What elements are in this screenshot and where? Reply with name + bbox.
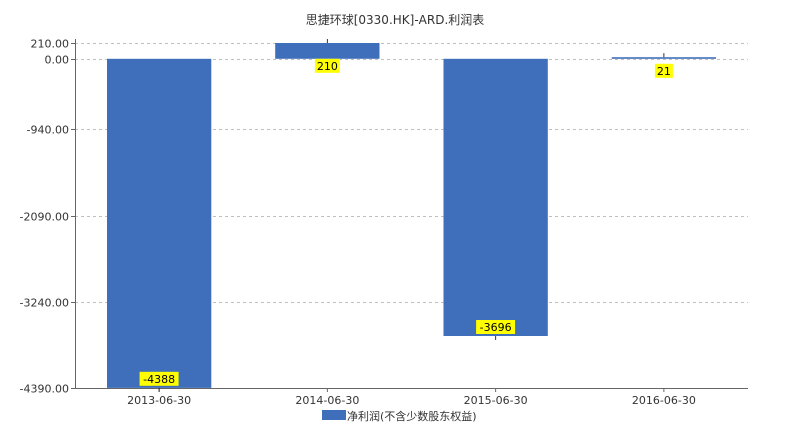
axes: 210.00 0.00 -940.00 -2090.00 -3240.00 -4390.0… [20, 38, 748, 407]
y-tick-label: -4390.00 [20, 383, 69, 396]
data-labels: -4388 210 -3696 21 [139, 39, 673, 392]
legend-label: 净利润(不含少数股东权益) [347, 409, 477, 423]
chart-title: 思捷环球[0330.HK]-ARD.利润表 [306, 13, 485, 27]
x-tick-label: 2014-06-30 [295, 394, 359, 407]
y-tick-label: -940.00 [27, 124, 69, 137]
data-label-text: 210 [317, 60, 338, 73]
bar [443, 58, 548, 337]
bar [275, 43, 380, 59]
data-label-bg [476, 320, 516, 334]
data-label-text: 21 [657, 65, 671, 78]
data-label: 210 [314, 39, 340, 73]
data-label: -4388 [139, 371, 179, 392]
data-label-text: -3696 [480, 321, 512, 334]
x-tick-label: 2015-06-30 [464, 394, 528, 407]
data-label: -3696 [476, 320, 516, 340]
x-tick-label: 2016-06-30 [632, 394, 696, 407]
legend: 净利润(不含少数股东权益) [322, 409, 477, 423]
x-tick-label: 2013-06-30 [127, 394, 191, 407]
bar [107, 58, 212, 388]
bar [611, 57, 716, 59]
data-label-bg [139, 371, 179, 386]
data-label: 21 [654, 53, 673, 78]
legend-swatch [322, 410, 346, 420]
bars [107, 43, 716, 388]
y-tick-label: -3240.00 [20, 297, 69, 310]
y-tick-label: -2090.00 [20, 211, 69, 224]
data-label-bg [654, 63, 673, 78]
y-tick-label: 0.00 [45, 54, 70, 67]
data-label-text: -4388 [143, 373, 175, 386]
data-label-bg [314, 58, 340, 73]
y-tick-label: 210.00 [31, 38, 70, 51]
